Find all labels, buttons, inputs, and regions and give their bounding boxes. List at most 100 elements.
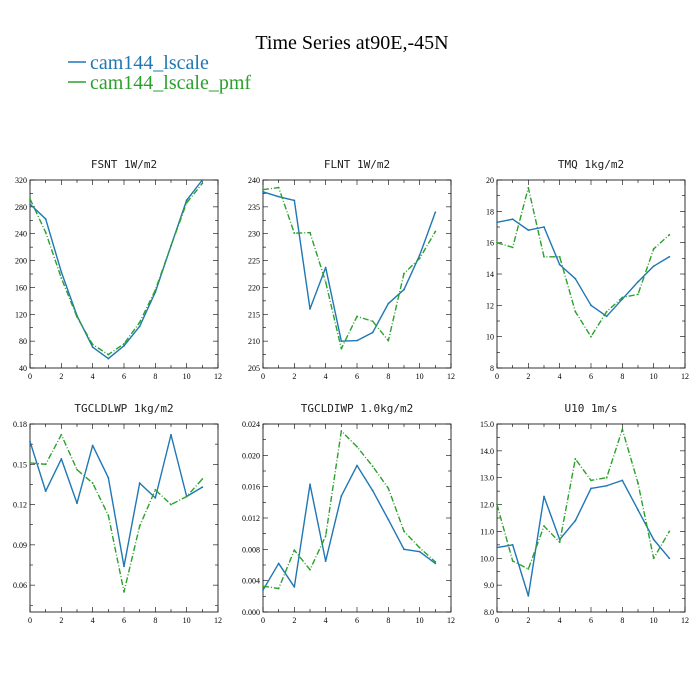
data-point [44, 490, 47, 493]
panel-2: FLNT 1W/m2 0 2 4 6 8 10 12 205 210 215 220 225 230 235… [248, 158, 455, 381]
data-point [356, 315, 358, 318]
x-tick-label: 0 [495, 372, 499, 381]
y-tick-label: 10.0 [480, 554, 494, 563]
data-point [262, 188, 264, 191]
y-tick-label: 0.020 [242, 451, 260, 460]
y-tick-label: 0.15 [13, 460, 27, 469]
y-tick-label: 235 [248, 203, 260, 212]
y-tick-label: 0.008 [242, 545, 260, 554]
y-tick-label: 0.12 [13, 501, 27, 510]
y-tick-label: 10 [486, 333, 494, 342]
y-tick-label: 9.0 [484, 581, 494, 590]
data-point [340, 340, 343, 343]
data-point [652, 265, 655, 268]
y-tick-label: 240 [15, 230, 27, 239]
data-point [201, 182, 204, 185]
series-line-lscale-pmf [29, 434, 203, 593]
series-line-lscale [29, 179, 203, 360]
x-tick-label: 10 [650, 372, 658, 381]
series-line-lscale-pmf [29, 182, 203, 356]
panel-4: TGCLDLWP 1kg/m2 0 2 4 6 8 10 12 0.06 0.09 0.12 0.15… [13, 402, 222, 625]
data-point [652, 538, 655, 541]
data-point [511, 218, 514, 221]
x-tick-label: 8 [386, 616, 390, 625]
series-line-lscale-pmf [496, 187, 670, 338]
data-point [293, 549, 296, 552]
data-point [668, 530, 671, 533]
data-point [605, 476, 608, 479]
data-point [76, 316, 78, 318]
data-point [262, 585, 264, 588]
x-tick-label: 10 [650, 616, 658, 625]
data-point [403, 288, 405, 291]
x-tick-label: 2 [59, 616, 63, 625]
data-point [138, 525, 141, 527]
panel-3: TMQ 1kg/m2 0 2 4 6 8 10 12 8 10 12 14 16 18 20 [486, 158, 689, 381]
data-point [154, 289, 157, 292]
data-point [91, 444, 94, 447]
y-tick-label: 0.18 [13, 420, 27, 429]
x-tick-label: 6 [355, 616, 359, 625]
x-tick-label: 6 [122, 372, 126, 381]
data-point [277, 186, 280, 189]
panel-title: TGCLDIWP 1.0kg/m2 [301, 402, 414, 415]
data-point [154, 488, 157, 491]
y-tick-label: 0.004 [242, 577, 260, 586]
panel-title: TGCLDLWP 1kg/m2 [74, 402, 173, 415]
x-tick-label: 4 [558, 616, 562, 625]
y-tick-label: 14 [486, 270, 494, 279]
data-point [558, 255, 561, 258]
data-point [621, 296, 624, 299]
data-point [668, 557, 671, 560]
data-point [527, 186, 530, 189]
data-point [605, 484, 608, 487]
x-tick-label: 0 [28, 616, 32, 625]
data-point [277, 562, 280, 565]
x-tick-label: 12 [447, 616, 455, 625]
data-point [496, 241, 498, 244]
data-point [123, 342, 125, 345]
data-point [558, 263, 561, 266]
data-point [356, 464, 358, 467]
data-point [543, 226, 545, 228]
data-point [324, 281, 327, 283]
x-tick-label: 0 [28, 372, 32, 381]
data-point [324, 560, 327, 562]
y-tick-label: 120 [15, 310, 27, 319]
data-point [637, 482, 639, 484]
data-point [387, 518, 390, 521]
data-point [434, 211, 437, 214]
y-tick-label: 13.0 [480, 474, 494, 483]
series-line-lscale [262, 464, 436, 591]
y-tick-label: 0.016 [242, 483, 260, 492]
y-tick-label: 14.0 [480, 447, 494, 456]
data-point [434, 230, 437, 233]
data-point [123, 590, 125, 593]
data-point [309, 568, 311, 571]
x-tick-label: 4 [558, 372, 562, 381]
data-point [511, 246, 514, 249]
data-point [371, 489, 374, 492]
data-point [91, 482, 94, 484]
y-tick-label: 12 [486, 301, 494, 310]
data-point [60, 277, 63, 279]
data-point [543, 525, 545, 527]
x-tick-label: 0 [495, 616, 499, 625]
data-point [434, 562, 437, 565]
data-point [574, 458, 577, 460]
data-point [418, 550, 421, 553]
panel-1: FSNT 1W/m2 0 2 4 6 8 10 12 40 80 120 160 200 240 280 32… [15, 158, 222, 381]
plot-frame [29, 423, 219, 613]
y-tick-label: 15.0 [480, 420, 494, 429]
data-point [324, 535, 327, 537]
data-point [387, 487, 390, 490]
data-point [107, 514, 110, 517]
x-tick-label: 12 [681, 372, 689, 381]
data-point [356, 445, 358, 448]
data-point [293, 232, 296, 235]
data-point [44, 218, 47, 220]
x-tick-label: 6 [122, 616, 126, 625]
data-point [91, 346, 94, 349]
data-point [418, 257, 421, 260]
data-point [590, 479, 592, 482]
